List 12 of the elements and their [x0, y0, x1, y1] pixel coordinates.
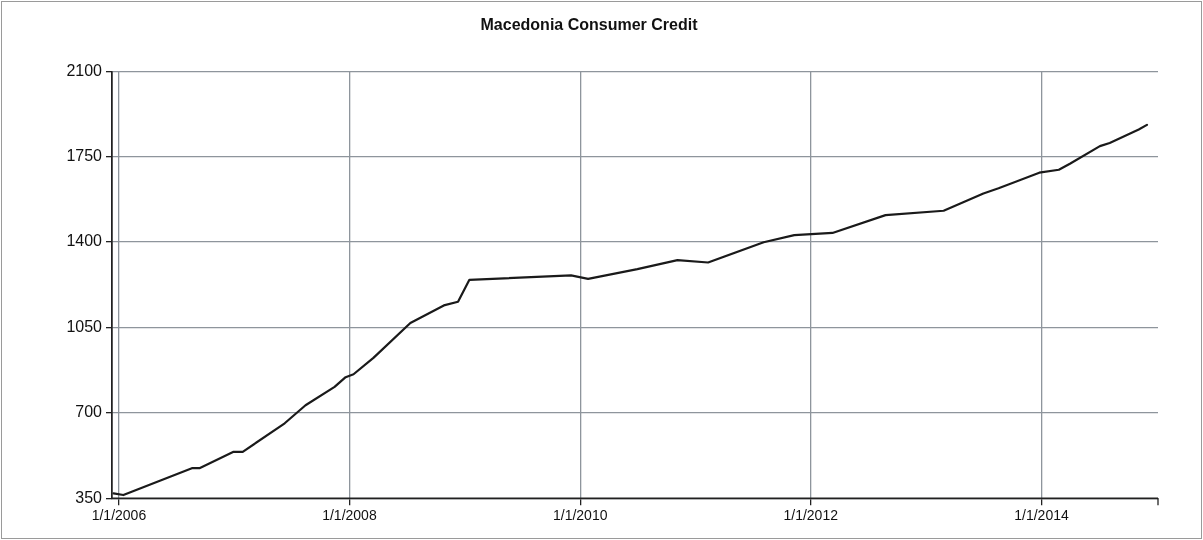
x-tick-label: 1/1/2006 [91, 507, 147, 524]
x-tick-label: 1/1/2008 [322, 507, 377, 524]
y-tick-label: 1050 [66, 317, 103, 335]
y-tick-label: 700 [75, 403, 103, 421]
x-tick-label: 1/1/2010 [552, 507, 608, 524]
y-tick-label: 350 [75, 488, 103, 506]
y-tick-label: 2100 [66, 61, 103, 79]
y-tick-label: 1400 [66, 232, 103, 250]
y-tick-label: 1750 [66, 147, 103, 165]
chart-title: Macedonia Consumer Credit [480, 16, 699, 34]
x-tick-label: 1/1/2014 [1014, 507, 1069, 524]
x-tick-label: 1/1/2012 [783, 507, 839, 524]
